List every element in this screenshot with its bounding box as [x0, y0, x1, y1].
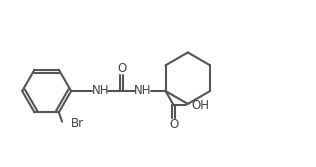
Text: Br: Br [70, 117, 84, 130]
Text: O: O [169, 118, 178, 131]
Text: NH: NH [134, 84, 152, 97]
Text: OH: OH [192, 99, 210, 112]
Text: O: O [117, 62, 126, 75]
Text: NH: NH [92, 84, 109, 97]
